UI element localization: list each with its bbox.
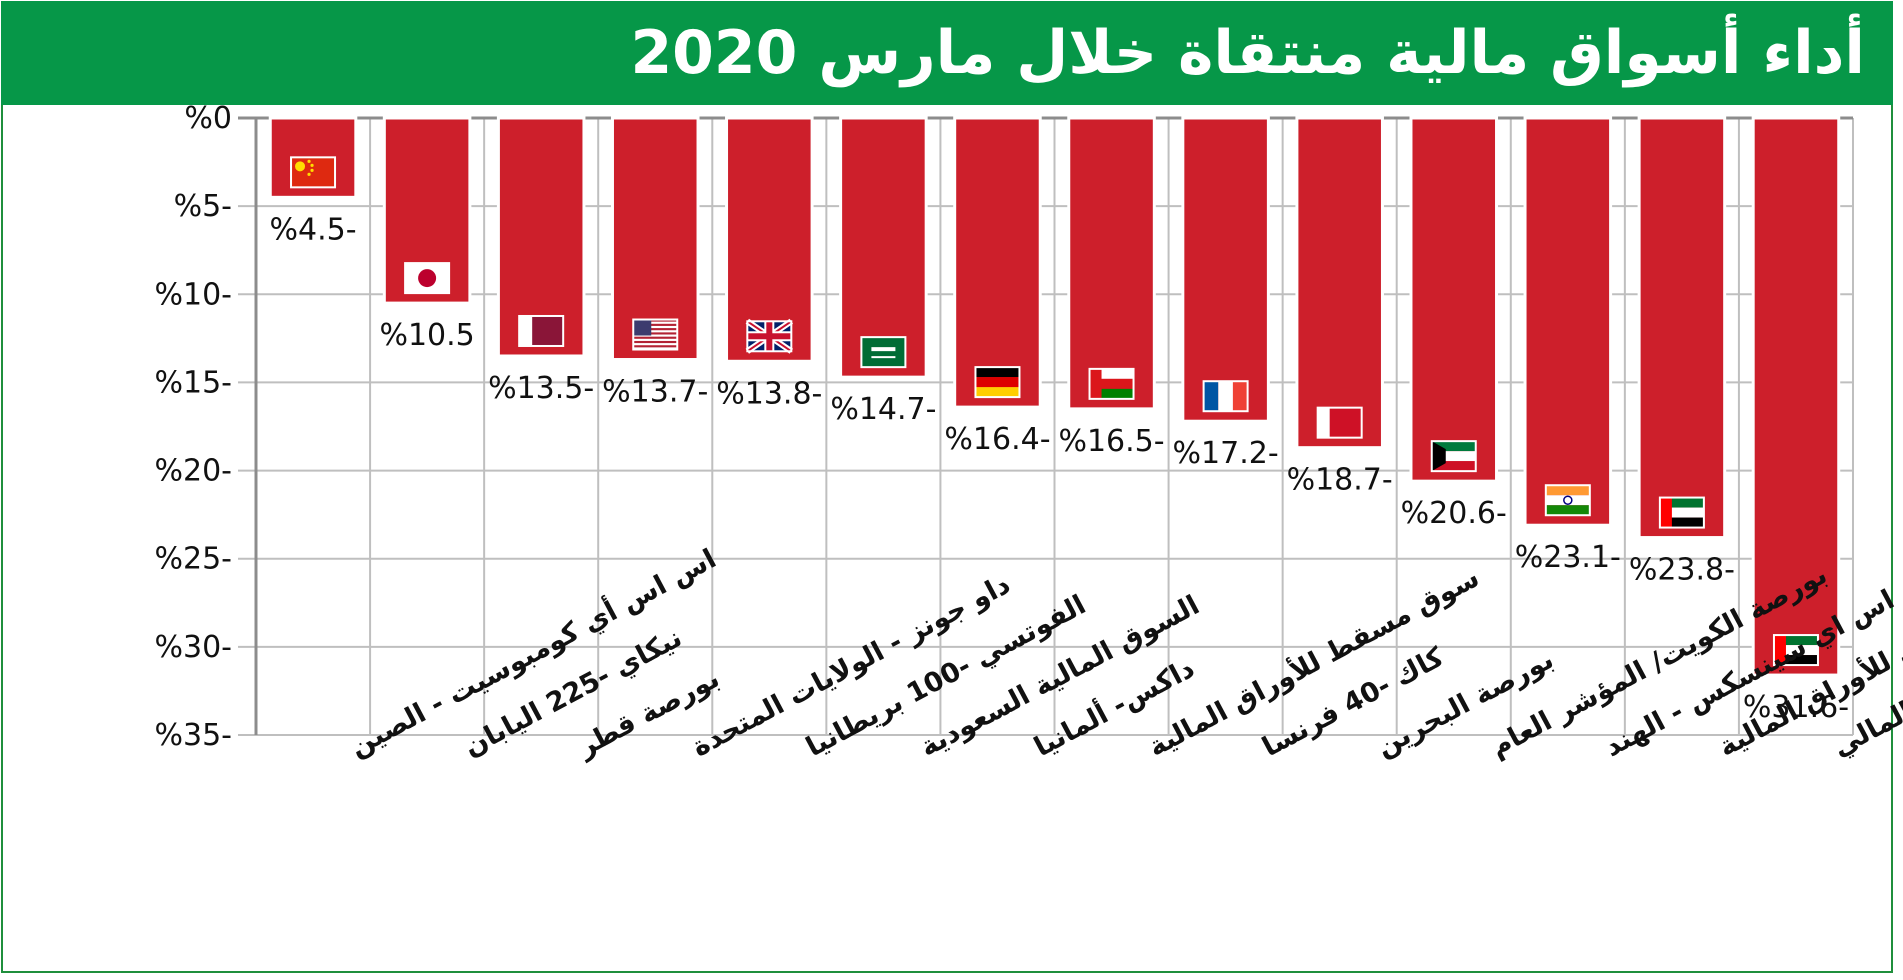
bars (268, 116, 1841, 677)
value-label: %18.7- (1287, 463, 1393, 498)
value-label: %10.5 (379, 318, 474, 353)
value-label: %13.7- (602, 375, 708, 410)
usa-flag-icon (632, 318, 679, 351)
y-tick-label: %20- (154, 454, 232, 489)
bar (1409, 116, 1499, 483)
value-label: %16.4- (944, 422, 1050, 457)
bar (1067, 116, 1156, 411)
uae-flag-icon (1658, 496, 1705, 529)
qatar-flag-icon (518, 314, 565, 347)
saudi-flag-icon (860, 336, 907, 369)
uae-flag-icon (1772, 634, 1819, 667)
kuwait-flag-icon (1430, 440, 1477, 473)
y-tick-label: %15- (154, 365, 232, 400)
bar (1751, 116, 1841, 677)
title-bar: أداء أسواق مالية منتقاة خلال مارس 2020 (1, 1, 1893, 105)
india-flag-icon (1544, 484, 1591, 517)
value-label: %13.5- (488, 371, 594, 406)
bar (839, 116, 928, 379)
bahrain-flag-icon (1316, 406, 1363, 439)
chart-title: أداء أسواق مالية منتقاة خلال مارس 2020 (630, 18, 1865, 88)
germany-flag-icon (974, 366, 1021, 399)
bar (1181, 116, 1270, 423)
france-flag-icon (1202, 380, 1249, 413)
value-label: %16.5- (1058, 424, 1164, 459)
value-label: %13.8- (716, 376, 822, 411)
y-tick-label: %5- (174, 189, 232, 224)
value-label: %17.2- (1173, 436, 1279, 471)
japan-flag-icon (404, 262, 451, 295)
value-label: %23.8- (1629, 553, 1735, 588)
china-flag-icon (290, 156, 337, 189)
oman-flag-icon (1088, 367, 1135, 400)
bar (953, 116, 1042, 409)
y-tick-label: %0 (184, 101, 232, 136)
value-label: %20.6- (1401, 496, 1507, 531)
value-labels: %4.5- %10.5 %13.5- %13.7- %13.8- %14.7-%16.4-… (270, 212, 1850, 725)
y-axis-ticks: %0 %5- %10- %15- %20- %25- %30- %35- (154, 101, 232, 753)
value-label: %4.5- (270, 212, 357, 247)
y-tick-label: %30- (154, 630, 232, 665)
uk-flag-icon (745, 318, 794, 354)
bar (1637, 116, 1727, 540)
value-label: %23.1- (1515, 540, 1621, 575)
y-tick-label: %35- (154, 718, 232, 753)
value-label: %31.6- (1743, 690, 1849, 725)
value-label: %14.7- (830, 392, 936, 427)
y-tick-label: %25- (154, 542, 232, 577)
y-tick-label: %10- (154, 277, 232, 312)
bar (1295, 116, 1384, 450)
bar (1523, 116, 1613, 527)
